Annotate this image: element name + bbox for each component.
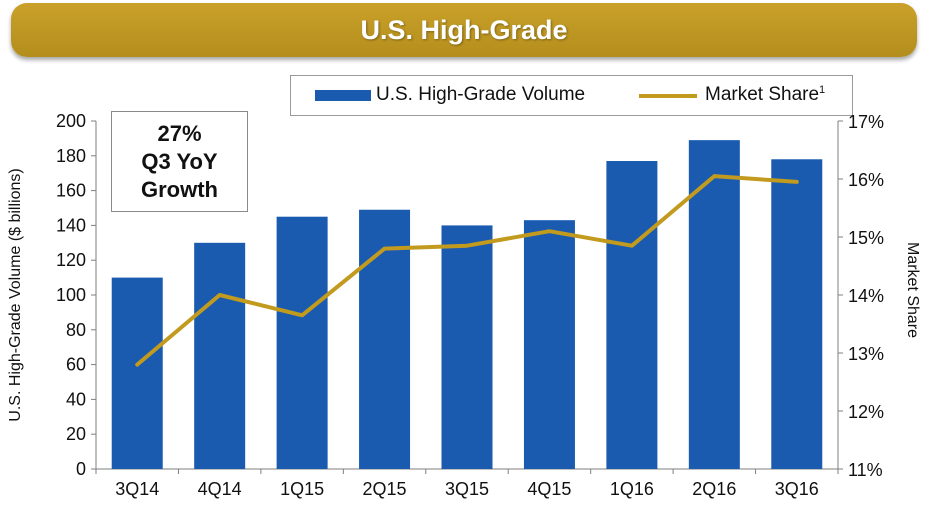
y-tick-label: 140 (56, 215, 86, 235)
bar (523, 220, 575, 469)
y-tick-label: 60 (66, 355, 86, 375)
y-axis-title: U.S. High-Grade Volume ($ billions) (7, 168, 24, 421)
y-tick-label: 100 (56, 285, 86, 305)
x-tick-label: 3Q14 (115, 479, 159, 499)
legend-bar-swatch (315, 90, 371, 101)
bar (688, 140, 740, 469)
bar (359, 209, 411, 470)
bar (194, 242, 246, 469)
x-tick-label: 2Q16 (692, 479, 736, 499)
y2-tick-label: 15% (848, 228, 884, 248)
y2-tick-label: 14% (848, 286, 884, 306)
callout-line-1: 27% (157, 120, 202, 146)
legend: U.S. High-Grade Volume Market Share1 (290, 75, 853, 116)
growth-callout: 27% Q3 YoY Growth (111, 111, 248, 212)
x-tick-label: 1Q15 (280, 479, 324, 499)
title-banner: U.S. High-Grade (11, 3, 917, 57)
y-tick-label: 0 (76, 459, 86, 479)
x-tick-label: 1Q16 (610, 479, 654, 499)
callout-line-3: Growth (141, 176, 218, 202)
x-tick-label: 3Q16 (775, 479, 819, 499)
legend-line-swatch (639, 94, 697, 98)
x-tick-label: 4Q15 (527, 479, 571, 499)
y-tick-label: 200 (56, 111, 86, 131)
y2-tick-label: 12% (848, 402, 884, 422)
y-tick-label: 120 (56, 250, 86, 270)
legend-bar-label: U.S. High-Grade Volume (376, 84, 586, 105)
y-tick-label: 20 (66, 424, 86, 444)
y-tick-label: 40 (66, 389, 86, 409)
legend-line-text: Market Share (705, 84, 820, 105)
y-tick-label: 180 (56, 146, 86, 166)
callout-line-2: Q3 YoY (141, 148, 218, 174)
y2-tick-label: 17% (848, 112, 884, 132)
y2-tick-label: 11% (848, 460, 883, 480)
bar (606, 161, 658, 469)
legend-line-label: Market Share1 (705, 84, 825, 106)
bar (276, 216, 328, 469)
y-tick-label: 160 (56, 181, 86, 201)
footnote-marker: 1 (819, 84, 826, 96)
bar (771, 159, 823, 469)
x-tick-label: 2Q15 (363, 479, 407, 499)
chart-title: U.S. High-Grade (360, 14, 568, 45)
y2-axis-title: Market Share (904, 242, 921, 338)
y-tick-label: 80 (66, 320, 86, 340)
x-tick-label: 4Q14 (198, 479, 242, 499)
y2-tick-label: 16% (848, 170, 884, 190)
x-tick-label: 3Q15 (445, 479, 489, 499)
y2-tick-label: 13% (848, 344, 884, 364)
market-share-line (135, 174, 799, 367)
bar (111, 277, 163, 469)
bar (441, 225, 493, 469)
